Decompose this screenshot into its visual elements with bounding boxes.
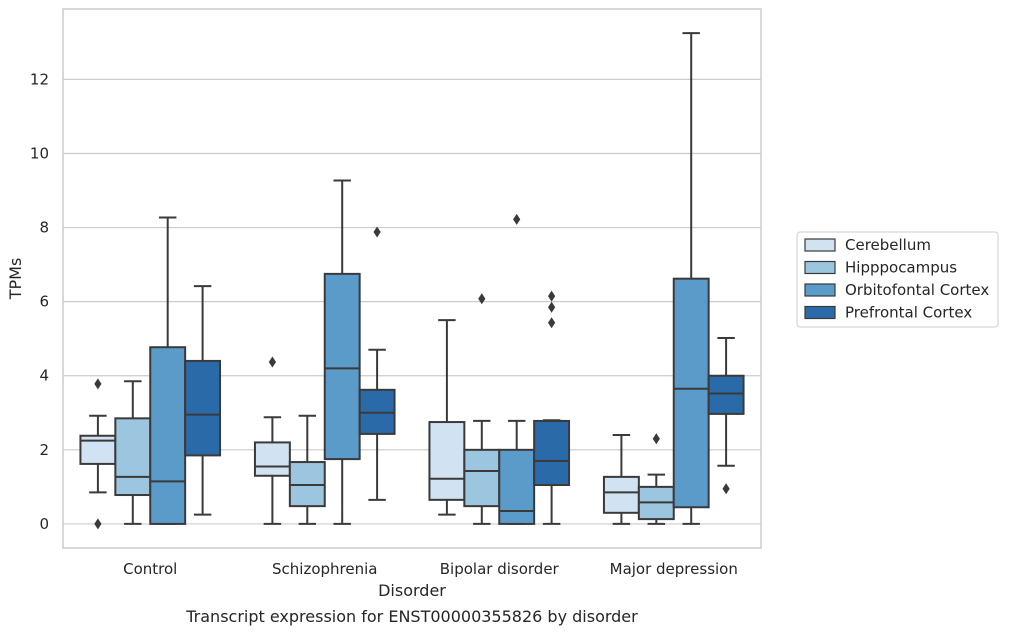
box-group: [79, 378, 117, 530]
y-tick-label: 12: [30, 70, 49, 88]
outlier-point: [373, 226, 381, 238]
box-group: [463, 293, 501, 525]
legend-label: Cerebellum: [845, 236, 931, 254]
box-group: [533, 290, 571, 525]
outlier-point: [268, 356, 276, 368]
outlier-point: [513, 213, 521, 225]
outlier-point: [94, 378, 102, 390]
box-group: [253, 356, 291, 525]
box-group: [323, 179, 361, 525]
box-group: [602, 434, 640, 525]
box-group: [637, 433, 675, 525]
y-tick-label: 2: [39, 441, 49, 459]
box-group: [184, 285, 222, 516]
outlier-point: [722, 483, 730, 495]
x-tick-label: Schizophrenia: [272, 560, 377, 578]
box: [149, 346, 187, 525]
box-group: [149, 216, 187, 525]
x-tick-label: Control: [123, 560, 177, 578]
legend-swatch: [804, 305, 836, 320]
chart-caption: Transcript expression for ENST0000035582…: [185, 607, 638, 626]
legend: Cerebellum Hipppocampus Orbitofontal Corte…: [796, 231, 999, 328]
box-group: [358, 226, 396, 501]
box: [428, 421, 466, 501]
outlier-point: [94, 518, 102, 530]
legend-item: Hipppocampus: [804, 259, 957, 277]
y-tick-label: 8: [39, 219, 49, 237]
box: [707, 374, 745, 415]
x-tick-labels: Control Schizophrenia Bipolar disorder Majo…: [123, 560, 738, 578]
box: [323, 272, 361, 461]
y-tick-label: 6: [39, 293, 49, 311]
y-tick-label: 10: [30, 144, 49, 162]
legend-frame: [796, 231, 999, 328]
plot-frame: [62, 8, 762, 549]
y-tick-label: 0: [39, 515, 49, 533]
box: [184, 359, 222, 457]
box-group: [707, 336, 745, 495]
box: [114, 417, 152, 497]
box: [498, 448, 536, 525]
y-axis-label: TPMs: [6, 258, 25, 301]
legend-swatch: [804, 283, 836, 297]
box: [463, 448, 501, 508]
legend-item: Prefrontal Cortex: [804, 304, 972, 322]
y-tick-label: 4: [39, 367, 49, 385]
outlier-point: [478, 293, 486, 305]
legend-item: Orbitofontal Cortex: [804, 281, 989, 299]
outlier-point: [548, 317, 556, 329]
box: [533, 419, 571, 487]
box-group: [672, 32, 710, 525]
box-group: [428, 319, 466, 516]
legend-label: Hipppocampus: [845, 259, 957, 277]
box-group: [288, 414, 326, 525]
outlier-point: [548, 290, 556, 302]
box-group: [498, 213, 536, 525]
box: [602, 475, 640, 514]
outlier-point: [548, 301, 556, 313]
x-tick-label: Bipolar disorder: [440, 560, 560, 578]
outlier-point: [652, 433, 660, 445]
x-axis-label: Disorder: [378, 581, 446, 600]
box: [672, 277, 710, 509]
legend-swatch: [804, 260, 836, 275]
box: [253, 441, 291, 477]
legend-label: Prefrontal Cortex: [845, 304, 972, 322]
legend-label: Orbitofontal Cortex: [845, 281, 989, 299]
y-tick-labels: 0 2 4 6 8 10 12: [30, 70, 49, 533]
box-group: [114, 380, 152, 525]
boxes: [79, 32, 745, 530]
x-tick-label: Major depression: [610, 560, 738, 578]
legend-swatch: [804, 238, 836, 252]
legend-item: Cerebellum: [804, 236, 931, 254]
